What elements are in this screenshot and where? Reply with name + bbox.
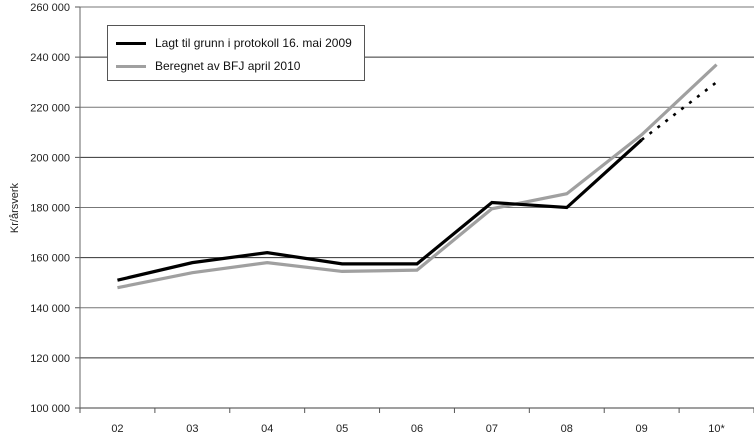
y-tick-label: 240 000 (30, 52, 70, 64)
legend-item-bfj: Beregnet av BFJ april 2010 (116, 57, 300, 75)
x-tick-label: 10* (708, 423, 725, 435)
x-tick-label: 05 (336, 423, 348, 435)
legend-label: Lagt til grunn i protokoll 16. mai 2009 (155, 36, 352, 50)
x-tick-label: 08 (561, 423, 573, 435)
y-tick-label: 140 000 (30, 303, 70, 315)
projection-line (640, 81, 718, 141)
legend-swatch-black (116, 41, 146, 45)
legend-swatch-gray (116, 64, 146, 68)
x-tick-label: 07 (486, 423, 498, 435)
y-tick-label: 200 000 (30, 152, 70, 164)
x-axis: 02 03 04 05 06 07 08 09 10* (79, 407, 754, 435)
x-tick-label: 04 (261, 423, 273, 435)
y-tick-label: 120 000 (30, 353, 70, 365)
x-tick-label: 09 (636, 423, 648, 435)
x-tick-label: 02 (111, 423, 123, 435)
y-tick-label: 220 000 (30, 102, 70, 114)
x-tick-label: 06 (411, 423, 423, 435)
data-series (117, 63, 718, 290)
legend-item-protocol: Lagt til grunn i protokoll 16. mai 2009 (116, 34, 352, 52)
y-tick-label: 160 000 (30, 253, 70, 265)
y-tick-label: 100 000 (30, 403, 70, 415)
y-tick-label: 180 000 (30, 203, 70, 215)
series-line (117, 63, 718, 290)
y-axis-title: Kr/årsverk (9, 182, 21, 233)
y-axis: 100 000 120 000 140 000 160 000 180 000 200 0… (30, 2, 81, 415)
series-line (117, 138, 643, 282)
x-tick-label: 03 (186, 423, 198, 435)
y-tick-label: 260 000 (30, 2, 70, 14)
legend: Lagt til grunn i protokoll 16. mai 2009 … (107, 25, 365, 81)
legend-label: Beregnet av BFJ april 2010 (155, 59, 301, 73)
